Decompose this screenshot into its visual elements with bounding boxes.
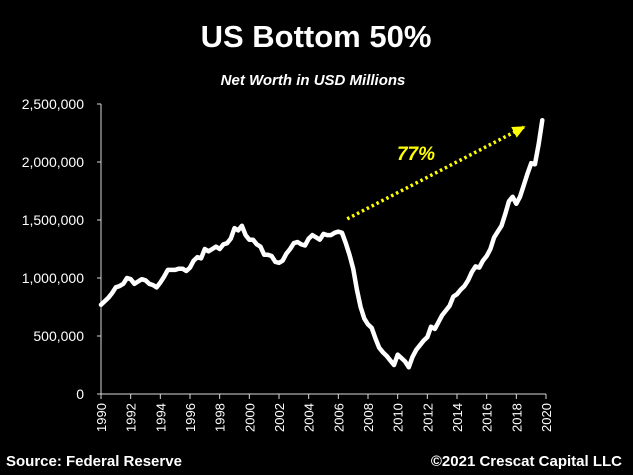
x-tick-label: 2014	[450, 403, 465, 432]
x-tick-label: 2012	[420, 403, 435, 432]
y-tick-label: 1,000,000	[22, 270, 84, 286]
x-tick-label: 2018	[509, 403, 524, 432]
chart-subtitle: Net Worth in USD Millions	[221, 72, 406, 89]
y-tick-label: 2,000,000	[22, 154, 84, 170]
x-tick-label: 2008	[361, 403, 376, 432]
x-tick-label: 2002	[272, 403, 287, 432]
x-tick-label: 2006	[331, 403, 346, 432]
y-tick-label: 500,000	[33, 328, 84, 344]
annotation-layer: 77%	[346, 125, 526, 221]
trend-arrow-line	[346, 125, 525, 221]
x-axis: 1990 1992 1994 1996 1998 2000 2002 2004 2006 2008…	[94, 393, 554, 432]
series-layer	[98, 117, 545, 370]
growth-annotation-label: 77%	[397, 144, 435, 165]
x-tick-label: 1998	[213, 403, 228, 432]
y-tick-label: 1,500,000	[22, 212, 84, 228]
x-tick-label: 1994	[153, 403, 168, 432]
y-axis: 0 500,000 1,000,000 1,500,000 2,000,000 2,500…	[22, 96, 102, 402]
y-tick-label: 2,500,000	[22, 96, 84, 112]
x-tick-label: 2004	[302, 403, 317, 432]
chart-title: US Bottom 50%	[201, 19, 432, 54]
x-tick-label: 2010	[391, 403, 406, 432]
source-label: Source: Federal Reserve	[6, 453, 182, 470]
x-tick-label: 2016	[480, 403, 495, 432]
copyright-label: ©2021 Crescat Capital LLC	[431, 453, 622, 470]
trend-arrow-head	[511, 126, 526, 138]
x-tick-label: 2020	[539, 403, 554, 432]
series-line-0	[98, 117, 545, 370]
y-tick-label: 0	[76, 386, 84, 402]
x-tick-label: 1992	[124, 403, 139, 432]
x-tick-label: 1996	[183, 403, 198, 432]
x-tick-label: 1990	[94, 403, 109, 432]
x-tick-label: 2000	[242, 403, 257, 432]
